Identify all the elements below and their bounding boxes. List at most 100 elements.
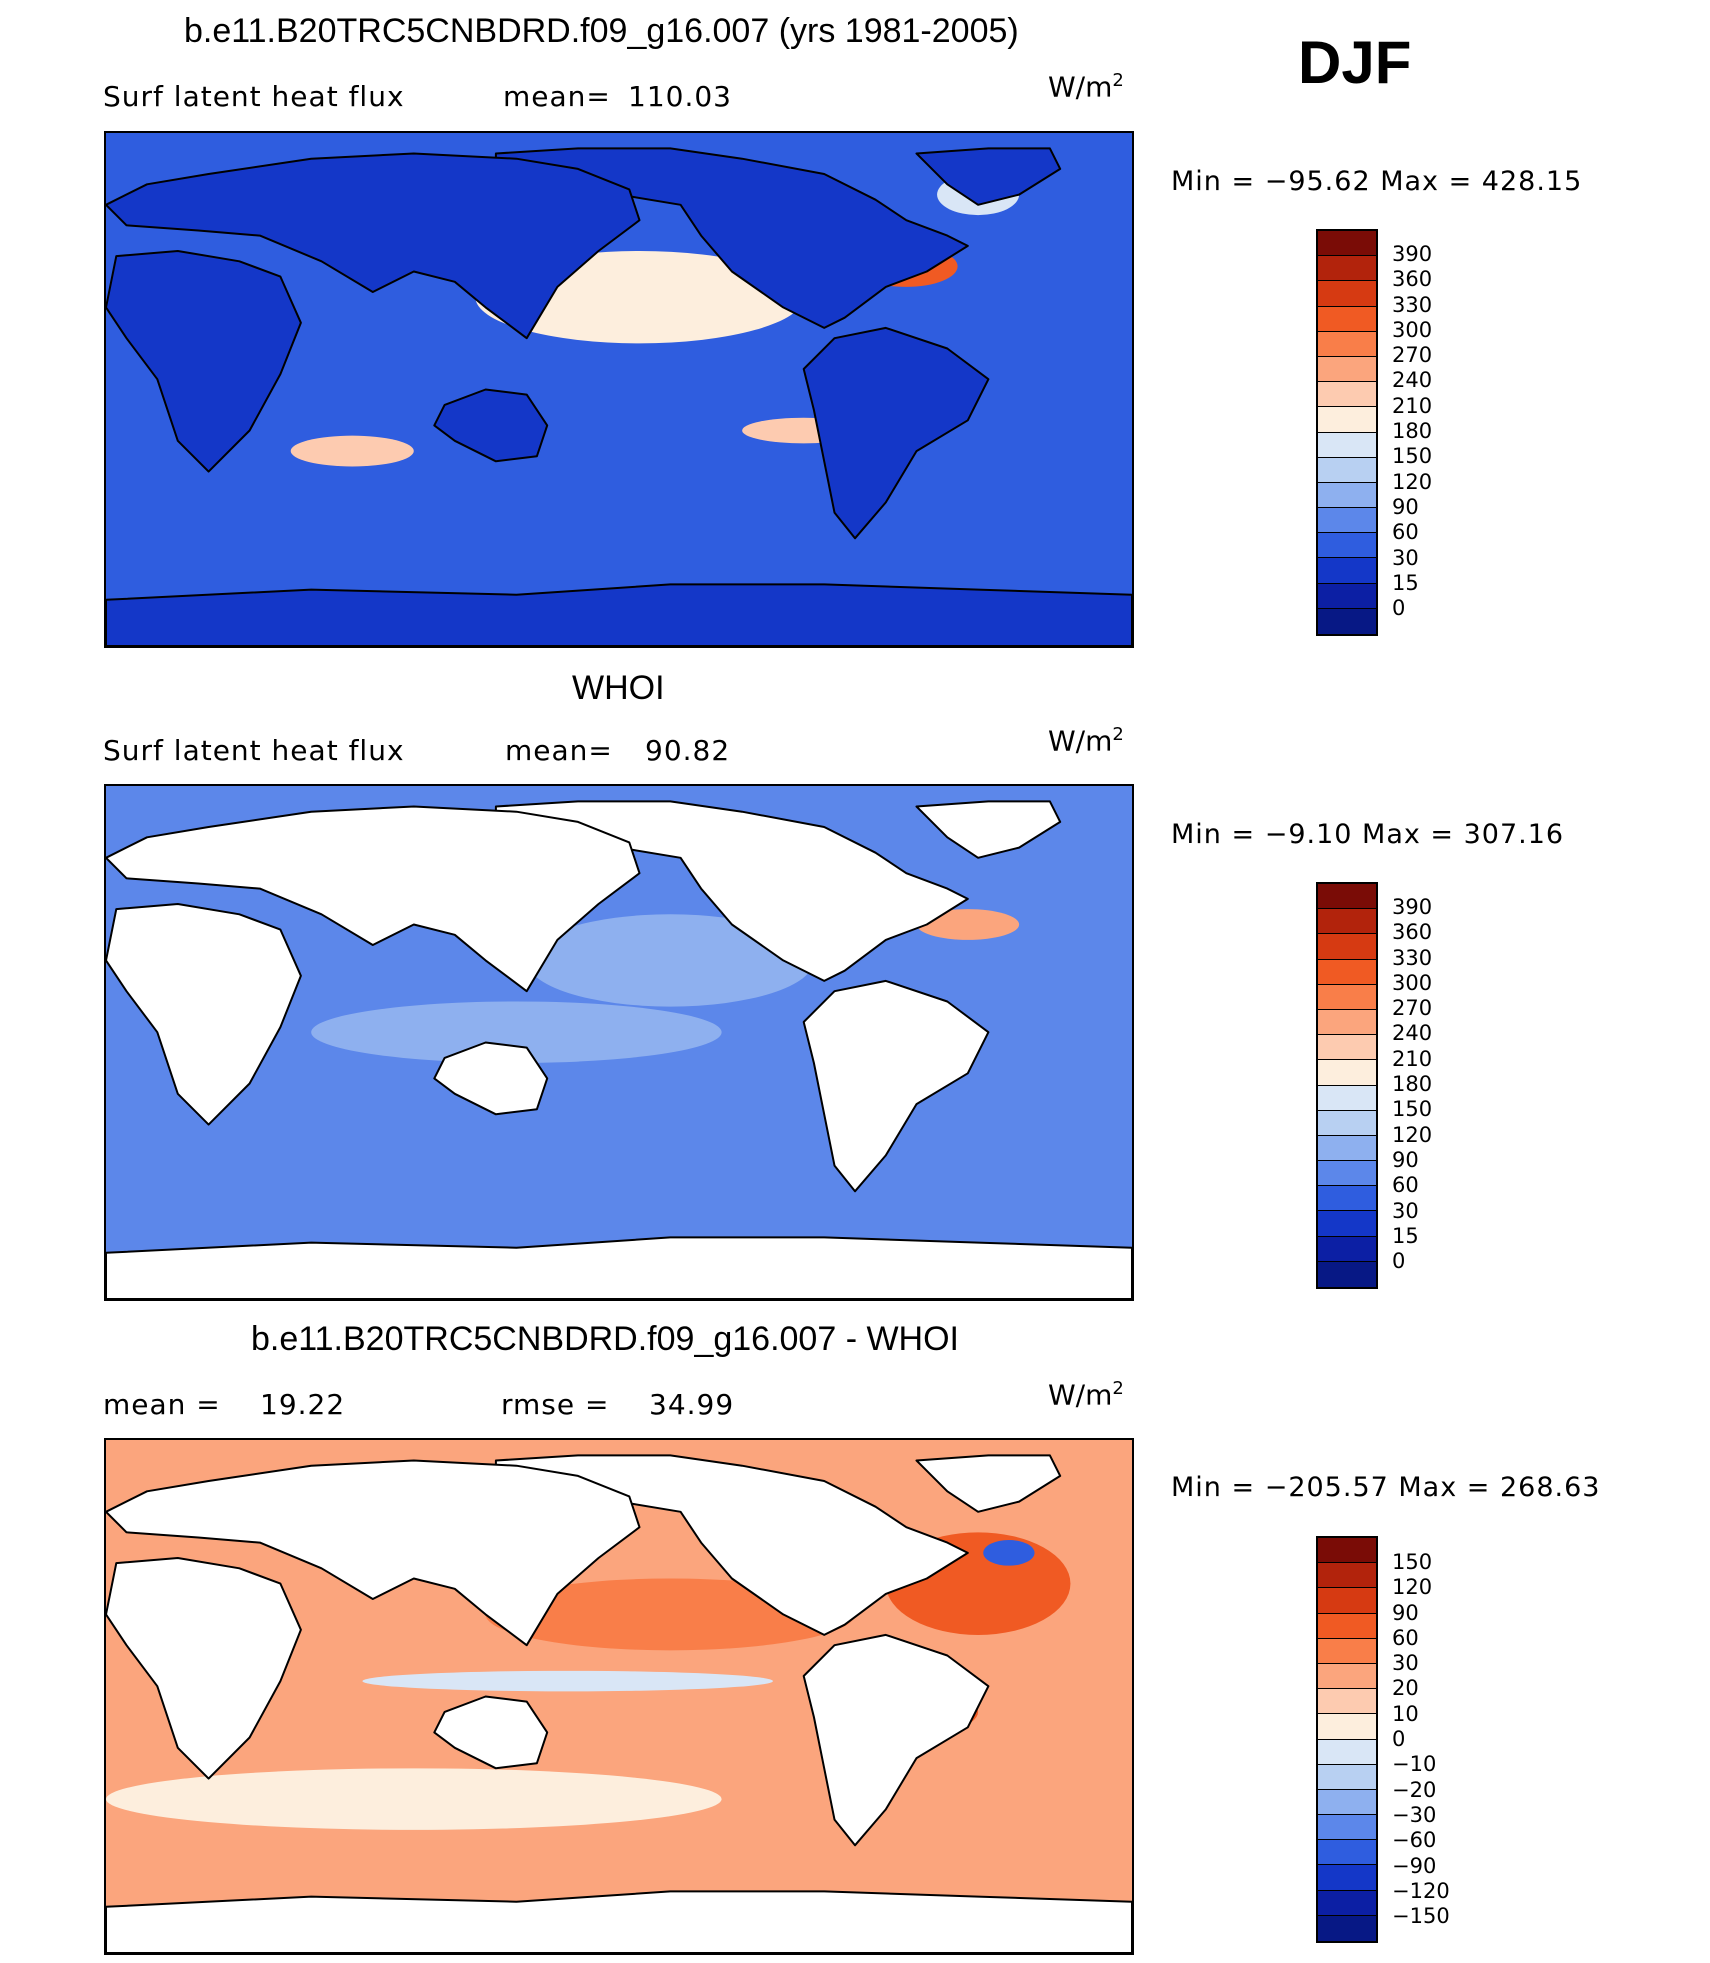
continent-africa <box>106 1557 302 1780</box>
colorbar-tick-label: 15 <box>1392 570 1419 595</box>
colorbar-segment <box>1318 1161 1376 1187</box>
field-feature <box>362 1670 773 1692</box>
colorbar-segment <box>1318 256 1376 282</box>
colorbar-tick-label: 90 <box>1392 1600 1419 1625</box>
colorbar-segment <box>1318 1915 1376 1941</box>
colorbar-segment <box>1318 1689 1376 1715</box>
field-feature <box>526 914 814 1007</box>
colorbar-segment <box>1318 1186 1376 1212</box>
continent-africa <box>106 903 302 1126</box>
colorbar-segment <box>1318 1060 1376 1086</box>
colorbar-tick-label: 180 <box>1392 1072 1433 1097</box>
colorbar-tick-label: 360 <box>1392 920 1433 945</box>
panel-2-mean-label: mean= <box>505 734 613 767</box>
continent-greenland <box>915 1454 1062 1513</box>
panel-3-mean-label: mean = <box>103 1388 221 1421</box>
colorbar-segment <box>1318 1663 1376 1690</box>
colorbar-tick-label: −120 <box>1392 1878 1450 1903</box>
colorbar-tick-label: 60 <box>1392 1173 1419 1198</box>
field-feature <box>106 1768 722 1830</box>
colorbar-tick-label: 270 <box>1392 996 1433 1021</box>
panel-1-min-max: Min = −95.62 Max = 428.15 <box>1171 166 1583 197</box>
map-canvas <box>106 1440 1132 1953</box>
panel-2-units: W/m2 <box>1048 724 1124 758</box>
colorbar-segment <box>1318 331 1376 357</box>
continent-australia <box>433 388 549 463</box>
colorbar-segment <box>1318 583 1376 609</box>
colorbar-segment <box>1318 1135 1376 1162</box>
colorbar-tick-label: 60 <box>1392 1625 1419 1650</box>
season-label: DJF <box>1298 29 1412 96</box>
continent-antarctica <box>106 583 1132 646</box>
colorbar-tick-label: 330 <box>1392 945 1433 970</box>
colorbar-tick-label: 180 <box>1392 419 1433 444</box>
colorbar-tick-label: 330 <box>1392 292 1433 317</box>
panel-3-colorbar <box>1316 1536 1378 1943</box>
colorbar-tick-label: 360 <box>1392 267 1433 292</box>
colorbar-segment <box>1318 608 1376 634</box>
colorbar-segment <box>1318 281 1376 307</box>
colorbar-tick-label: 240 <box>1392 1021 1433 1046</box>
panel-3-rmse-value: 34.99 <box>649 1388 735 1421</box>
colorbar-segment <box>1318 306 1376 332</box>
map-canvas <box>106 133 1132 646</box>
map-canvas <box>106 786 1132 1299</box>
colorbar-segment <box>1318 909 1376 935</box>
colorbar-segment <box>1318 1538 1376 1564</box>
colorbar-segment <box>1318 1563 1376 1589</box>
colorbar-segment <box>1318 1714 1376 1740</box>
colorbar-segment <box>1318 1840 1376 1866</box>
field-feature <box>290 435 414 467</box>
colorbar-tick-label: −30 <box>1392 1802 1437 1827</box>
colorbar-tick-label: 0 <box>1392 1249 1406 1274</box>
colorbar-tick-label: 240 <box>1392 368 1433 393</box>
colorbar-segment <box>1318 533 1376 559</box>
colorbar-segment <box>1318 959 1376 985</box>
colorbar-tick-label: 300 <box>1392 317 1433 342</box>
colorbar-segment <box>1318 1865 1376 1891</box>
colorbar-segment <box>1318 1588 1376 1614</box>
colorbar-tick-label: 390 <box>1392 242 1433 266</box>
panel-3-map <box>104 1438 1134 1955</box>
colorbar-segment <box>1318 1764 1376 1790</box>
colorbar-segment <box>1318 984 1376 1010</box>
continent-south-america <box>802 979 990 1193</box>
colorbar-segment <box>1318 1009 1376 1036</box>
continent-south-america <box>802 326 990 540</box>
colorbar-tick-label: −90 <box>1392 1853 1437 1878</box>
colorbar-tick-label: −20 <box>1392 1777 1437 1802</box>
panel-3-colorbar-labels: 150 120 90 60 30 20 10 0 −10 −20 −30 −60 −90 −120 −150 <box>1392 1550 1450 1929</box>
colorbar-segment <box>1318 1035 1376 1061</box>
colorbar-segment <box>1318 1110 1376 1136</box>
panel-2-min-max: Min = −9.10 Max = 307.16 <box>1171 819 1565 850</box>
colorbar-segment <box>1318 508 1376 534</box>
colorbar-tick-label: 90 <box>1392 494 1419 519</box>
panel-1-mean-label: mean= <box>503 80 611 113</box>
panel-1-colorbar-labels: 390 360 330 300 270 240 210 180 150 120 90 60 30 15 0 <box>1392 242 1432 621</box>
continent-south-america <box>802 1633 990 1847</box>
colorbar-tick-label: 120 <box>1392 1122 1433 1147</box>
colorbar-tick-label: 270 <box>1392 343 1433 368</box>
colorbar-segment <box>1318 231 1376 257</box>
continent-greenland <box>915 147 1062 206</box>
colorbar-tick-label: 390 <box>1392 895 1433 919</box>
colorbar-tick-label: 120 <box>1392 1575 1433 1600</box>
panel-2-map <box>104 784 1134 1301</box>
colorbar-segment <box>1318 1211 1376 1237</box>
panel-2-variable-label: Surf latent heat flux <box>103 734 405 767</box>
panel-2-colorbar-labels: 390 360 330 300 270 240 210 180 150 120 90 60 30 15 0 <box>1392 895 1432 1274</box>
colorbar-segment <box>1318 558 1376 584</box>
continent-australia <box>433 1695 549 1770</box>
colorbar-tick-label: 30 <box>1392 545 1419 570</box>
continent-antarctica <box>106 1890 1132 1953</box>
colorbar-tick-label: 10 <box>1392 1701 1419 1726</box>
panel-1-map <box>104 131 1134 648</box>
continent-australia <box>433 1041 549 1116</box>
continent-eurasia <box>106 805 641 993</box>
colorbar-segment <box>1318 407 1376 433</box>
colorbar-segment <box>1318 934 1376 960</box>
continent-greenland <box>915 800 1062 859</box>
colorbar-tick-label: 60 <box>1392 520 1419 545</box>
colorbar-segment <box>1318 382 1376 408</box>
colorbar-segment <box>1318 356 1376 383</box>
